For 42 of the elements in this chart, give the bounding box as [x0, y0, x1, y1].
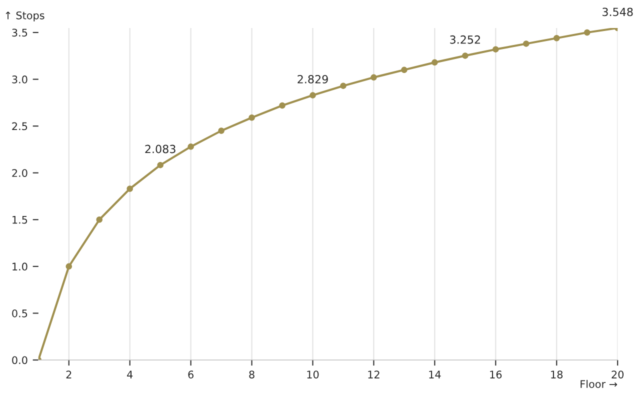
point: [157, 162, 164, 168]
y-tick-label: 1.5: [12, 216, 28, 224]
x-tick-label: 2: [66, 370, 72, 378]
y-tick-label: 3.0: [12, 76, 28, 84]
point: [310, 92, 316, 98]
x-tick-label: 20: [612, 370, 624, 378]
point: [432, 59, 438, 66]
point: [462, 52, 468, 59]
x-tick-label: 14: [429, 370, 441, 378]
y-tick-label: 2.0: [12, 169, 28, 177]
data-label: 3.252: [450, 35, 480, 44]
y-axis-title: ↑ Stops: [6, 11, 44, 22]
x-tick-label: 8: [249, 370, 254, 378]
x-tick-label: 16: [490, 370, 502, 378]
point: [370, 74, 377, 81]
x-tick-label: 12: [368, 370, 380, 378]
y-tick-label: 1.0: [12, 262, 28, 271]
data-label: 2.829: [298, 75, 328, 84]
point: [188, 144, 194, 150]
point: [523, 40, 530, 47]
x-tick-label: 18: [551, 370, 563, 378]
y-tick-label: 0.0: [12, 356, 28, 364]
y-tick-label: 0.5: [12, 309, 28, 318]
point: [340, 82, 346, 89]
point: [248, 114, 255, 121]
point: [584, 29, 590, 36]
x-tick-label: 10: [307, 370, 319, 378]
y-tick-label: 2.5: [12, 122, 28, 130]
x-axis-title: Floor →: [580, 380, 618, 388]
x-tick-label: 6: [188, 370, 194, 378]
point: [66, 263, 72, 270]
data-label: 2.083: [145, 144, 176, 154]
point: [218, 128, 224, 134]
point: [126, 186, 133, 192]
point: [401, 66, 408, 74]
point: [279, 102, 286, 109]
point: [554, 34, 560, 42]
x-tick-label: 4: [127, 370, 133, 378]
point: [492, 46, 499, 52]
y-tick-label: 3.5: [12, 28, 28, 37]
data-label: 3.548: [602, 8, 633, 16]
point: [96, 216, 102, 223]
